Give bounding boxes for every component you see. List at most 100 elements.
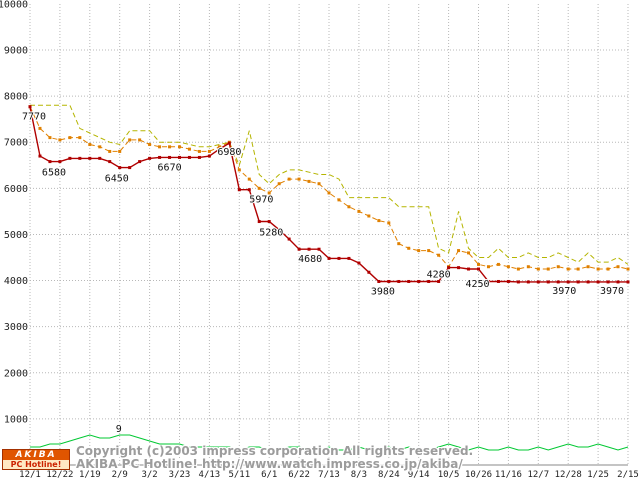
lowest-price-marker (407, 279, 411, 283)
average-price-marker (197, 149, 201, 153)
lowest-price-marker (546, 280, 550, 284)
lowest-price-marker (227, 141, 231, 145)
x-axis-label: 7/13 (318, 470, 340, 480)
average-price-marker (347, 205, 351, 209)
average-price-marker (98, 145, 102, 149)
lowest-price-marker (108, 160, 112, 164)
average-price-marker (217, 145, 221, 149)
average-price-marker (108, 149, 112, 153)
average-price-marker (616, 265, 620, 269)
lowest-price-marker (78, 156, 82, 160)
lowest-price-marker (347, 256, 351, 260)
x-axis-label: 12/1 (19, 470, 41, 480)
average-price-marker (546, 267, 550, 271)
average-price-marker (297, 177, 301, 181)
x-axis-label: 12/22 (46, 470, 73, 480)
average-price-marker (307, 179, 311, 183)
data-label: 6580 (42, 168, 66, 179)
average-price-marker (267, 191, 271, 195)
lowest-price-marker (217, 147, 221, 151)
average-price-marker (457, 249, 461, 253)
average-price-marker (168, 145, 172, 149)
lowest-price-marker (566, 280, 570, 284)
lowest-price-marker (247, 188, 251, 192)
average-price-marker (596, 267, 600, 271)
x-axis-label: 9/14 (408, 470, 430, 480)
average-price-marker (566, 267, 570, 271)
average-price-marker (506, 265, 510, 269)
lowest-price-marker (287, 237, 291, 241)
average-price-marker (516, 267, 520, 271)
average-price-marker (187, 147, 191, 151)
average-price-marker (178, 145, 181, 149)
x-axis-label: 2/15 (617, 470, 639, 480)
average-price-marker (88, 143, 92, 147)
lowest-price-marker (496, 279, 500, 283)
average-price-marker (337, 198, 341, 202)
lowest-price-marker (526, 280, 530, 284)
data-label: 6670 (158, 162, 182, 173)
average-price-marker (317, 182, 321, 186)
average-price-marker (367, 214, 371, 218)
y-axis-label: 8000 (4, 92, 28, 103)
average-price-marker (606, 267, 610, 271)
lowest-price-marker (178, 155, 181, 159)
lowest-price-marker (148, 156, 152, 160)
lowest-price-marker (486, 279, 490, 283)
lowest-price-marker (586, 280, 590, 284)
x-axis-label: 11/16 (495, 470, 522, 480)
average-price-marker (556, 265, 560, 269)
average-price-marker (427, 249, 431, 253)
lowest-price-marker (38, 154, 42, 158)
lowest-price-marker (427, 279, 431, 283)
y-axis-label: 4000 (4, 276, 28, 287)
lowest-price-marker (457, 266, 461, 270)
lowest-price-marker (267, 220, 271, 224)
lowest-price-marker (596, 280, 600, 284)
average-price-marker (247, 177, 251, 181)
x-axis-label: 5/11 (228, 470, 250, 480)
average-price-marker (327, 191, 331, 195)
data-label: 3980 (371, 286, 395, 297)
lowest-price-marker (277, 228, 281, 232)
y-axis-label: 6000 (4, 184, 28, 195)
lowest-price-marker (387, 279, 391, 283)
lowest-price-marker (367, 270, 371, 274)
lowest-price-marker (307, 247, 311, 251)
average-price-marker (207, 149, 211, 153)
site-url-text: AKIBA PC Hotline! http://www.watch.impre… (76, 457, 463, 471)
average-price-marker (78, 136, 82, 140)
y-axis-label: 7000 (4, 138, 28, 149)
lowest-price-marker (467, 267, 471, 271)
y-axis-label: 2000 (4, 368, 28, 379)
data-label: 6980 (217, 147, 241, 158)
average-price-marker (496, 262, 500, 266)
lowest-price-marker (327, 256, 331, 260)
lowest-price-marker (516, 280, 520, 284)
x-axis-label: 1/19 (79, 470, 101, 480)
lowest-price-marker (257, 220, 261, 224)
average-price-marker (128, 138, 132, 142)
average-price-marker (237, 168, 241, 172)
x-axis-label: 3/23 (169, 470, 191, 480)
data-label: 5280 (259, 228, 283, 239)
lowest-price-marker (417, 279, 421, 283)
x-axis-label: 8/24 (378, 470, 400, 480)
average-price-marker (626, 267, 630, 271)
average-price-marker (377, 219, 381, 223)
lowest-price-marker (68, 156, 72, 160)
y-axis-label: 1000 (4, 414, 28, 425)
lowest-price-marker (437, 279, 441, 283)
x-axis-label: 10/5 (438, 470, 460, 480)
shop-count-line (30, 434, 629, 451)
average-price-marker (397, 242, 401, 246)
average-price-marker (118, 149, 122, 153)
data-label: 7770 (22, 112, 46, 123)
lowest-price-marker (158, 155, 162, 159)
y-axis-label: 3000 (4, 322, 28, 333)
lowest-price-marker (237, 188, 241, 192)
average-price-marker (477, 262, 480, 266)
lowest-price-marker (377, 279, 381, 283)
lowest-price-marker (317, 247, 321, 251)
